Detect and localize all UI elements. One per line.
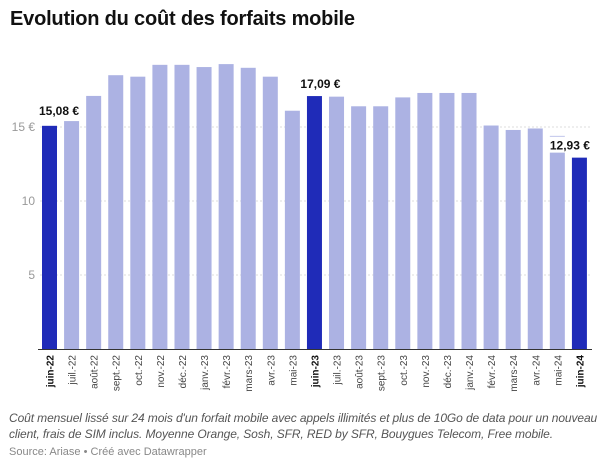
bar-janv.-24: [461, 92, 477, 350]
x-tick-label: août-23: [355, 355, 366, 389]
bar-juin-24: [571, 157, 587, 349]
bar-févr.-23: [218, 64, 234, 349]
x-tick-label: avr.-23: [266, 355, 277, 386]
bar-mars-24: [505, 129, 521, 349]
x-tick-label: mai-23: [288, 355, 299, 386]
bar-mai-23: [284, 110, 300, 349]
bar-juin-22: [42, 125, 57, 349]
x-tick-label: nov.-23: [421, 355, 432, 388]
bar-avr.-23: [262, 76, 278, 350]
x-tick-label: janv.-23: [200, 355, 211, 391]
chart-footer: Coût mensuel lissé sur 24 mois d'un forf…: [9, 410, 599, 459]
y-tick-label: 15 €: [12, 120, 36, 134]
x-tick-label: juil.-22: [68, 355, 79, 386]
bar-juil.-23: [329, 96, 345, 349]
x-tick-label: déc.-23: [443, 355, 454, 389]
bar-nov.-22: [152, 64, 168, 349]
bar-chart: 5 10 15 € juin-22 15,08 € juil.-22 août-22 sept…: [12, 64, 592, 392]
bar-avr.-24: [527, 128, 543, 349]
bar-sept.-22: [108, 75, 124, 349]
x-tick-label: août-22: [90, 355, 101, 389]
x-tick-label: juil.-23: [333, 355, 344, 386]
y-tick-label: 10: [22, 194, 36, 208]
x-tick-label: juin-22: [46, 355, 57, 389]
data-label: 17,09 €: [300, 77, 340, 91]
bar-mars-23: [240, 67, 256, 350]
x-tick-label: mars-24: [509, 355, 520, 392]
bar-févr.-24: [483, 125, 499, 350]
bar-nov.-23: [417, 92, 433, 350]
bar-août-22: [86, 95, 102, 349]
x-tick-label: janv.-24: [465, 355, 476, 391]
x-tick-label: févr.-23: [222, 355, 233, 389]
chart-notes: Coût mensuel lissé sur 24 mois d'un forf…: [9, 411, 598, 441]
bar-oct.-23: [395, 97, 411, 350]
x-tick-label: févr.-24: [487, 355, 498, 389]
x-tick-label: mai-24: [553, 355, 564, 386]
bar-août-23: [351, 106, 367, 349]
bar-janv.-23: [196, 67, 212, 349]
x-tick-label: oct.-22: [134, 355, 145, 386]
data-label-background: [543, 136, 590, 153]
data-label: 15,08 €: [39, 104, 79, 118]
chart-source: Source: Ariase • Créé avec Datawrapper: [9, 446, 207, 458]
x-tick-label: sept.-23: [377, 355, 388, 392]
bar-déc.-22: [174, 64, 190, 349]
bar-sept.-23: [373, 106, 389, 349]
chart-title: Evolution du coût des forfaits mobile: [10, 8, 355, 30]
x-tick-label: avr.-24: [531, 355, 542, 386]
y-tick-label: 5: [28, 268, 35, 282]
bar-juil.-22: [64, 121, 80, 349]
data-label: 12,93 €: [550, 139, 590, 153]
bar-mai-24: [549, 135, 565, 349]
x-tick-label: juin-23: [310, 355, 321, 389]
x-tick-label: oct.-23: [399, 355, 410, 386]
x-tick-label: juin-24: [575, 355, 586, 389]
x-tick-label: sept.-22: [112, 355, 123, 392]
bar-oct.-22: [130, 76, 146, 350]
x-tick-label: mars-23: [244, 355, 255, 392]
bar-déc.-23: [439, 92, 455, 350]
x-tick-label: déc.-22: [178, 355, 189, 389]
bar-juin-23: [306, 96, 322, 350]
x-tick-label: nov.-22: [156, 355, 167, 388]
